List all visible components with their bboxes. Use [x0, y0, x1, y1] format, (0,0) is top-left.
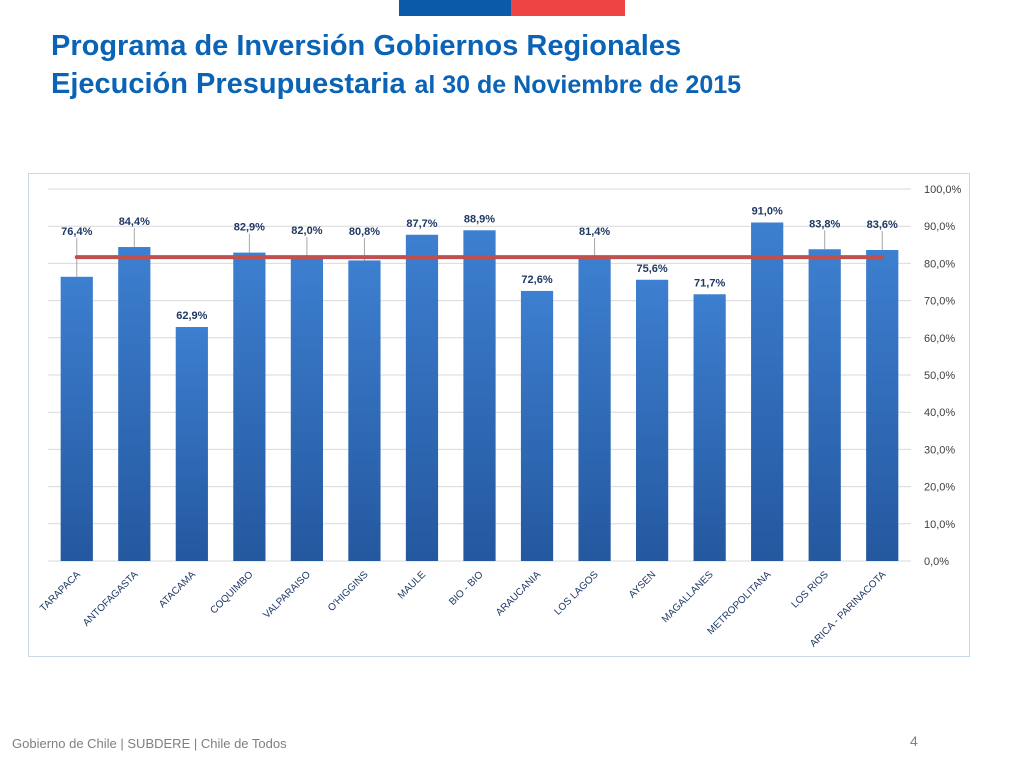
value-label: 82,0% — [291, 225, 322, 237]
page-number: 4 — [910, 733, 918, 749]
value-label: 75,6% — [636, 263, 667, 275]
bar — [463, 230, 496, 561]
x-tick-label: METROPOLITANA — [706, 569, 774, 637]
value-label: 72,6% — [521, 274, 552, 286]
title-line-1: Programa de Inversión Gobiernos Regional… — [51, 30, 682, 62]
bar-chart: 76,4% 84,4% 62,9% 82,9% 82,0% 80,8% 87,7% 88,9%… — [38, 184, 962, 650]
bars — [60, 222, 899, 562]
y-tick-label: 60,0% — [924, 333, 955, 345]
title-line-2-bold: Ejecución Presupuestaria — [51, 68, 406, 100]
value-label: 71,7% — [694, 277, 725, 289]
x-tick-label: BIO - BIO — [447, 569, 486, 608]
bar — [578, 258, 611, 561]
bar — [175, 327, 208, 561]
x-tick-label: LOS LAGOS — [552, 569, 600, 617]
x-tick-label: VALPARAISO — [261, 569, 313, 621]
bar — [635, 279, 669, 561]
y-tick-label: 0,0% — [924, 556, 949, 568]
y-tick-label: 30,0% — [924, 444, 955, 456]
value-label: 83,8% — [809, 218, 840, 230]
title-line-2-rest: al 30 de Noviembre de 2015 — [414, 71, 742, 99]
bar — [118, 247, 151, 562]
value-label: 62,9% — [176, 310, 207, 322]
x-tick-label: MAGALLANES — [660, 569, 716, 625]
bar — [693, 294, 726, 561]
y-tick-label: 10,0% — [924, 519, 955, 531]
value-label: 82,9% — [234, 222, 265, 234]
bar — [751, 222, 784, 562]
value-labels: 76,4% 84,4% 62,9% 82,9% 82,0% 80,8% 87,7% 88,9%… — [61, 205, 898, 322]
x-tick-label: TARAPACA — [38, 569, 83, 614]
x-tick-label: ANTOFAGASTA — [81, 569, 141, 629]
flag-blue-stripe — [399, 0, 511, 16]
value-label: 87,7% — [406, 218, 437, 230]
value-label: 83,6% — [867, 219, 898, 231]
bar — [808, 249, 841, 561]
y-tick-label: 90,0% — [924, 221, 955, 233]
bar — [60, 276, 93, 561]
x-tick-label: COQUIMBO — [208, 569, 255, 616]
bar — [866, 250, 899, 561]
bar — [520, 290, 554, 561]
chart-frame — [28, 173, 970, 657]
y-tick-label: 50,0% — [924, 370, 955, 382]
x-tick-label: ATACAMA — [157, 569, 198, 610]
value-label: 84,4% — [119, 216, 150, 228]
bar — [348, 260, 381, 561]
page-title: Programa de Inversión Gobiernos Regional… — [51, 28, 741, 103]
bar — [290, 255, 324, 561]
value-label: 76,4% — [61, 226, 92, 238]
footer-text: Gobierno de Chile | SUBDERE | Chile de T… — [12, 736, 287, 751]
value-label: 80,8% — [349, 226, 380, 238]
x-tick-label: LOS RIOS — [790, 569, 831, 610]
bar — [233, 252, 266, 561]
bar — [405, 234, 439, 562]
value-label: 91,0% — [752, 205, 783, 217]
x-tick-label: AYSEN — [627, 569, 658, 600]
y-axis-ticks: 0,0% 10,0% 20,0% 30,0% 40,0% 50,0% 60,0% 70,0% 8… — [924, 184, 962, 568]
y-tick-label: 80,0% — [924, 258, 955, 270]
x-tick-label: O'HIGGINS — [326, 569, 371, 614]
x-tick-label: ARAUCANIA — [494, 569, 543, 618]
y-tick-label: 40,0% — [924, 407, 955, 419]
y-tick-label: 100,0% — [924, 184, 962, 196]
y-tick-label: 70,0% — [924, 296, 955, 308]
value-label: 81,4% — [579, 226, 610, 238]
flag-red-stripe — [511, 0, 625, 16]
y-tick-label: 20,0% — [924, 482, 955, 494]
x-tick-label: MAULE — [396, 569, 428, 601]
value-label: 88,9% — [464, 213, 495, 225]
